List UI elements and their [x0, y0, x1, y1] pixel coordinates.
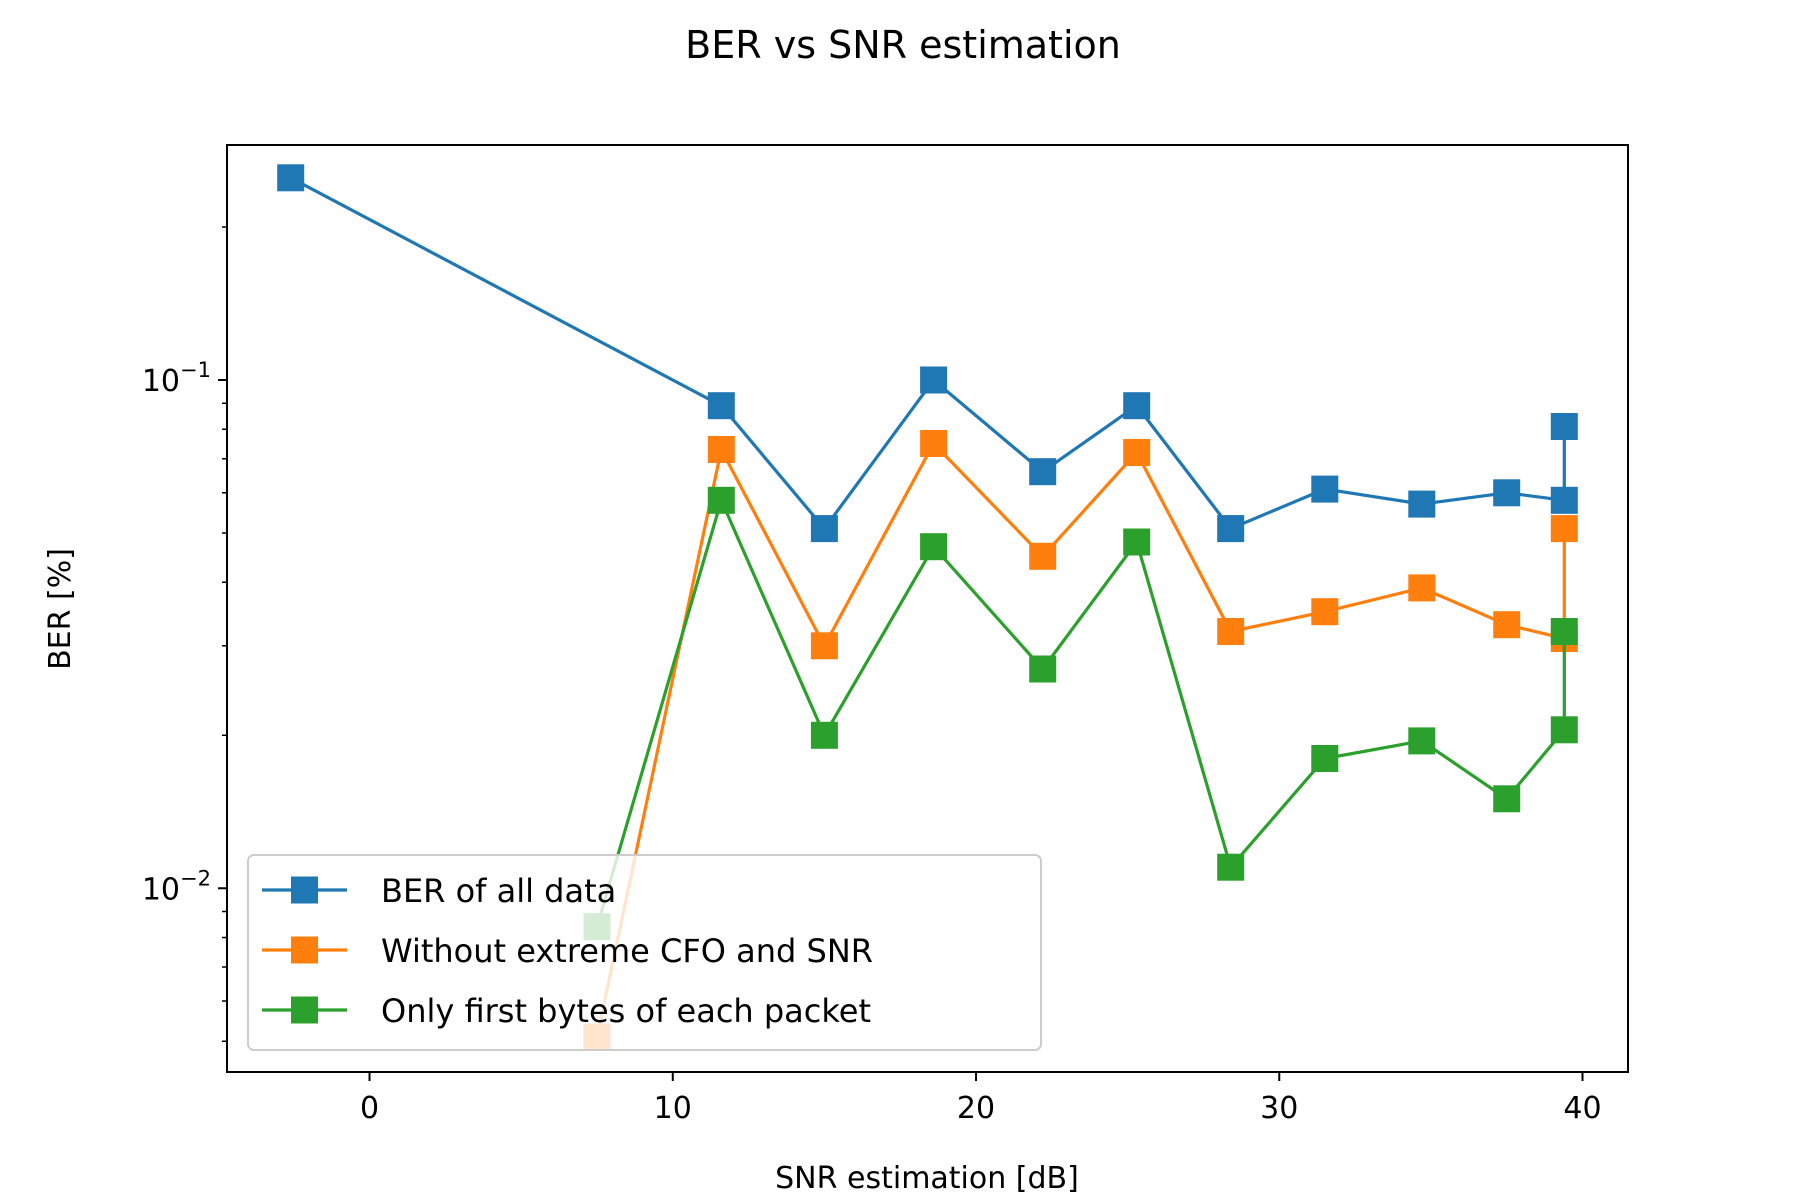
data-point — [920, 366, 948, 394]
data-point — [1408, 727, 1436, 755]
x-tick-label: 20 — [957, 1091, 995, 1126]
y-tick-label: 10−1 — [142, 358, 211, 399]
data-point — [810, 515, 838, 543]
data-point — [1408, 574, 1436, 602]
legend-label: Without extreme CFO and SNR — [381, 932, 873, 970]
legend-item: Without extreme CFO and SNR — [262, 932, 873, 970]
x-tick-label: 0 — [360, 1091, 379, 1126]
data-point — [1493, 479, 1521, 507]
chart-title: BER vs SNR estimation — [685, 23, 1121, 67]
x-tick-label: 40 — [1563, 1091, 1601, 1126]
data-point — [1493, 611, 1521, 639]
data-point — [1311, 598, 1339, 626]
legend: BER of all data Without extreme CFO and S… — [247, 854, 1042, 1051]
data-point — [1550, 413, 1578, 440]
data-point — [707, 392, 735, 420]
data-point — [920, 430, 948, 457]
data-point — [1550, 716, 1578, 744]
x-axis-label: SNR estimation [dB] — [775, 1161, 1079, 1196]
x-axis-ticks: 0 10 20 30 40 — [360, 1072, 1602, 1126]
data-point — [1311, 475, 1339, 503]
data-point — [1550, 618, 1578, 645]
data-point — [1123, 392, 1151, 420]
data-point — [1029, 542, 1057, 570]
legend-item: BER of all data — [262, 872, 616, 910]
legend-item: Only first bytes of each packet — [262, 992, 871, 1030]
data-point — [1029, 458, 1057, 486]
legend-label: BER of all data — [381, 872, 616, 910]
plot-frame — [226, 144, 1629, 1073]
data-point — [1550, 486, 1578, 514]
legend-marker — [291, 936, 318, 964]
legend-marker — [291, 876, 318, 904]
series-1 — [277, 164, 1578, 543]
legend-box — [247, 854, 1042, 1051]
plot-axes: 0 10 20 30 40 10−1 10−2 — [142, 144, 1629, 1126]
legend-label: Only first bytes of each packet — [381, 992, 871, 1030]
data-point — [1311, 745, 1339, 772]
y-tick-label: 10−2 — [142, 866, 211, 907]
data-point — [277, 164, 305, 192]
data-point — [707, 486, 735, 514]
data-point — [1217, 618, 1245, 645]
series-line — [289, 176, 1566, 531]
data-point — [1029, 655, 1057, 683]
y-axis-ticks: 10−1 10−2 — [142, 226, 227, 1043]
legend-marker — [291, 996, 318, 1024]
data-point — [810, 632, 838, 660]
data-point — [707, 436, 735, 463]
data-point — [1217, 515, 1245, 543]
data-point — [1123, 528, 1151, 556]
data-point — [1550, 515, 1578, 543]
data-point — [810, 721, 838, 749]
x-tick-label: 10 — [654, 1091, 692, 1126]
data-point — [1123, 439, 1151, 466]
data-point — [1408, 490, 1436, 518]
y-axis-label: BER [%] — [43, 548, 78, 670]
data-point — [1217, 853, 1245, 881]
x-tick-label: 30 — [1260, 1091, 1298, 1126]
data-point — [920, 533, 948, 561]
data-point — [1493, 785, 1521, 813]
